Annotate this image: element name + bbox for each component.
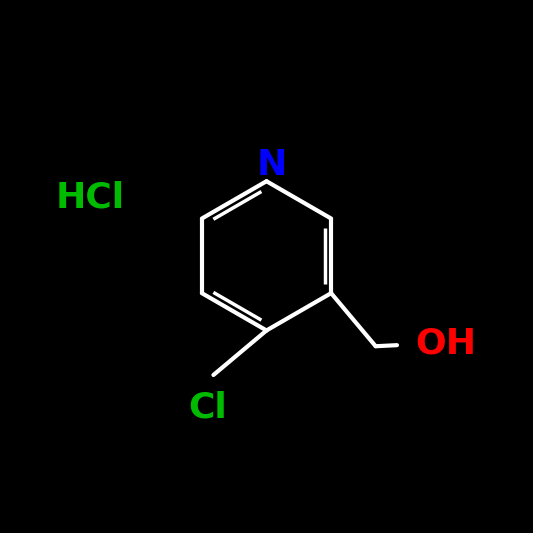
Text: N: N <box>257 148 287 182</box>
Text: HCl: HCl <box>56 180 125 214</box>
Text: OH: OH <box>416 327 477 360</box>
Text: Cl: Cl <box>189 391 228 425</box>
